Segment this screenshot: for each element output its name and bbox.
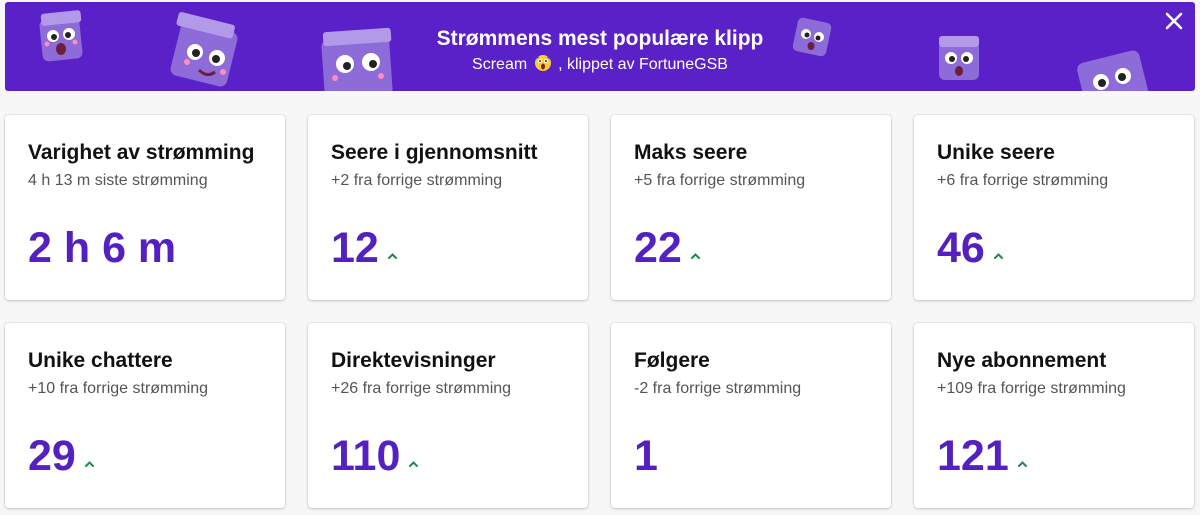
popular-clip-banner[interactable]: Strømmens mest populære klipp Scream , k… [5, 2, 1195, 91]
stat-value: 46 [937, 223, 1004, 273]
stat-subtitle: +10 fra forrige strømming [28, 380, 209, 397]
mascot-icon [39, 10, 83, 62]
clip-name[interactable]: Scream [472, 56, 528, 73]
stat-subtitle: +6 fra forrige strømming [937, 172, 1109, 189]
stat-subtitle: +109 fra forrige strømming [937, 380, 1126, 397]
mascot-icon [321, 27, 393, 91]
banner-title: Strømmens mest populære klipp [436, 27, 764, 50]
trend-up-icon [690, 253, 700, 259]
stat-value: 29 [28, 431, 95, 481]
stat-subtitle: -2 fra forrige strømming [634, 380, 802, 397]
stat-card-unique-chatters: Unike chattere +10 fra forrige strømming… [5, 323, 285, 508]
trend-up-icon [387, 253, 397, 259]
stat-subtitle: +5 fra forrige strømming [634, 172, 806, 189]
stat-title: Følgere [634, 349, 710, 372]
stat-value: 22 [634, 223, 701, 273]
stat-title: Unike seere [937, 141, 1055, 164]
stat-card-max-viewers: Maks seere +5 fra forrige strømming 22 [611, 115, 891, 300]
mascot-icon [170, 12, 238, 87]
clipped-by: , klippet av FortuneGSB [558, 56, 728, 73]
stat-subtitle: 4 h 13 m siste strømming [28, 172, 208, 189]
stat-title: Nye abonnement [937, 349, 1107, 372]
trend-up-icon [84, 461, 94, 467]
stat-value: 2 h 6 m [28, 224, 177, 272]
stat-title: Direktevisninger [331, 349, 496, 372]
trend-up-icon [993, 253, 1003, 259]
stat-card-new-subscriptions: Nye abonnement +109 fra forrige strømmin… [914, 323, 1194, 508]
stat-value: 110 [331, 431, 419, 481]
mascot-icon [792, 17, 832, 57]
stat-value: 121 [937, 431, 1028, 481]
stat-card-duration: Varighet av strømming 4 h 13 m siste str… [5, 115, 285, 300]
banner-subtitle[interactable]: Scream , klippet av FortuneGSB [5, 54, 1195, 76]
stat-title: Maks seere [634, 141, 748, 164]
stat-subtitle: +26 fra forrige strømming [331, 380, 512, 397]
stat-card-live-views: Direktevisninger +26 fra forrige strømmi… [308, 323, 588, 508]
stat-title: Seere i gjennomsnitt [331, 141, 538, 164]
stat-value: 12 [331, 223, 398, 273]
mascot-icon [939, 36, 979, 80]
stat-card-followers: Følgere -2 fra forrige strømming 1 [611, 323, 891, 508]
close-icon[interactable] [1163, 10, 1185, 32]
stat-card-unique-viewers: Unike seere +6 fra forrige strømming 46 [914, 115, 1194, 300]
scream-emoji-icon [534, 55, 551, 71]
trend-up-icon [409, 461, 419, 467]
stat-value: 1 [634, 432, 658, 480]
stat-title: Unike chattere [28, 349, 173, 372]
stat-card-average-viewers: Seere i gjennomsnitt +2 fra forrige strø… [308, 115, 588, 300]
mascot-icon [1077, 50, 1150, 91]
stat-title: Varighet av strømming [28, 141, 255, 164]
stat-subtitle: +2 fra forrige strømming [331, 172, 503, 189]
trend-up-icon [1017, 461, 1027, 467]
